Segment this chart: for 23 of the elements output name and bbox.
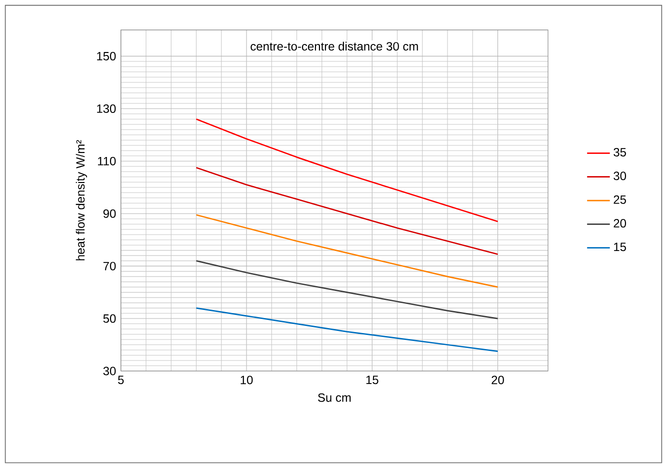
y-tick-label: 70 — [103, 262, 116, 270]
line-series — [196, 214, 498, 288]
x-tick-label: 5 — [118, 376, 124, 384]
y-tick-label: 50 — [103, 314, 116, 323]
x-tick-label: 15 — [366, 376, 378, 384]
y-axis-title: heat flow density W/m² — [76, 140, 88, 260]
text: centre-to-centre distance 30 cm — [250, 42, 418, 51]
y-tick-label: 90 — [103, 209, 116, 218]
legend-label: 20 — [614, 219, 626, 228]
legend-label: 35 — [614, 148, 626, 156]
y-tick-label: 150 — [97, 52, 116, 60]
x-tick-label: 10 — [240, 376, 253, 384]
y-tick-label: 130 — [97, 104, 116, 113]
y-tick-label: 30 — [103, 366, 116, 376]
legend-label: 30 — [614, 172, 626, 180]
line-series — [196, 260, 498, 320]
legend-label: 25 — [614, 195, 626, 204]
line-series — [196, 118, 498, 222]
legend-label: 15 — [614, 242, 626, 252]
x-axis-title: Su cm — [318, 393, 351, 402]
x-tick-label: 20 — [492, 376, 504, 384]
y-tick-label: 110 — [98, 156, 116, 166]
line-series — [196, 307, 498, 352]
